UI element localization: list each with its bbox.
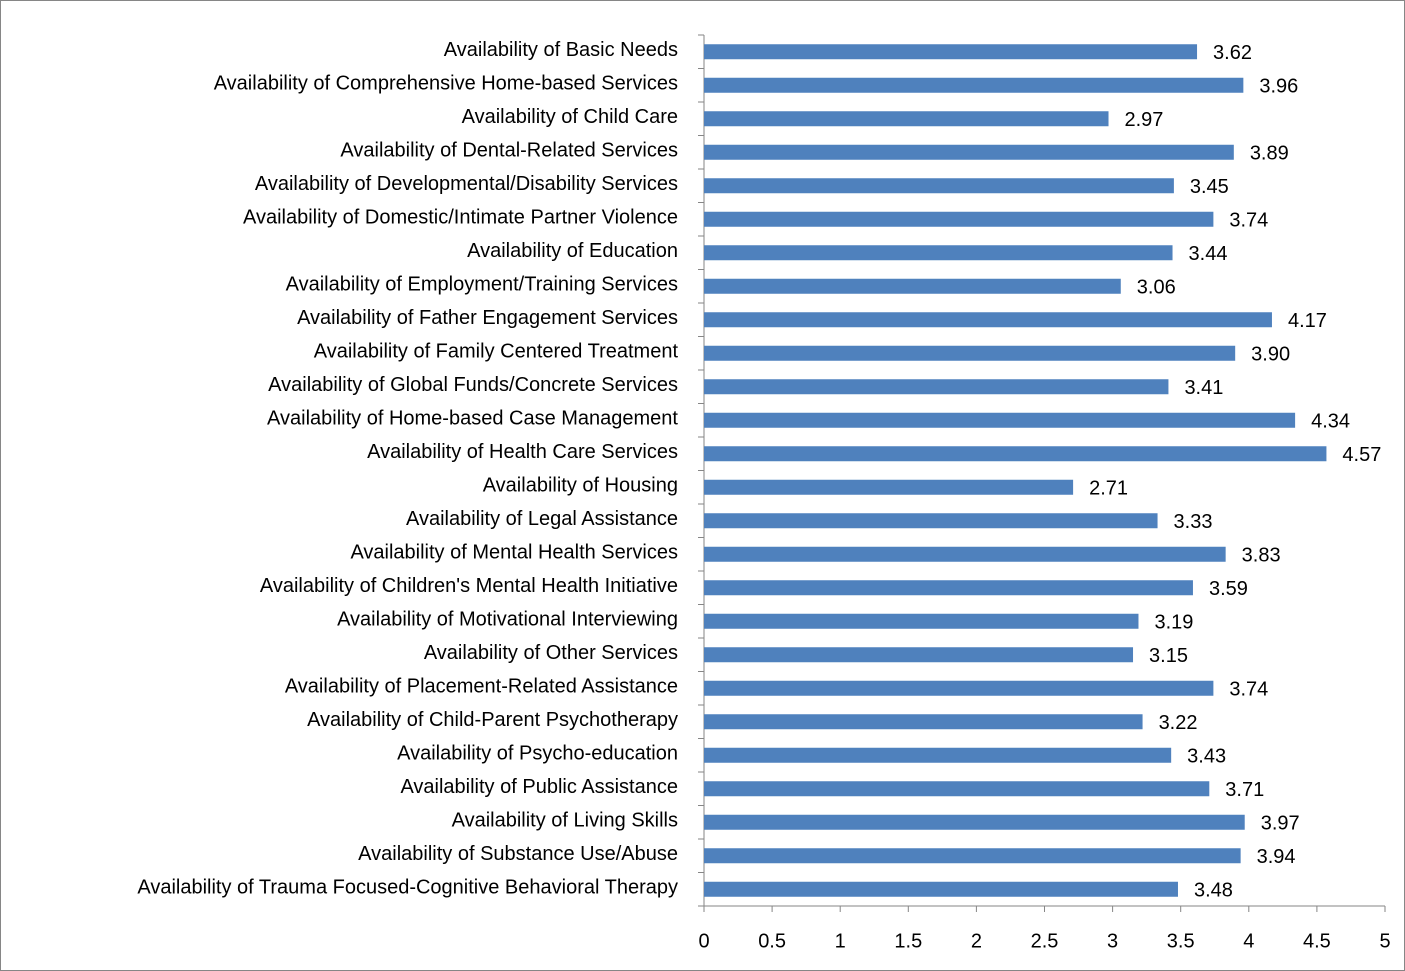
y-tick-label: Availability of Legal Assistance	[406, 508, 678, 530]
value-label: 3.90	[1251, 344, 1290, 366]
y-tick-label: Availability of Housing	[483, 475, 678, 497]
bar	[704, 312, 1272, 328]
bar	[704, 546, 1226, 562]
bar	[704, 479, 1074, 495]
value-label: 3.74	[1229, 679, 1268, 701]
y-tick-label: Availability of Child-Parent Psychothera…	[307, 709, 678, 731]
value-label: 3.89	[1250, 143, 1289, 165]
y-tick-label: Availability of Comprehensive Home-based…	[214, 73, 678, 95]
value-label: 3.83	[1242, 545, 1281, 567]
y-tick-label: Availability of Employment/Training Serv…	[286, 274, 678, 296]
value-label: 3.06	[1137, 277, 1176, 299]
y-tick-label: Availability of Trauma Focused-Cognitive…	[137, 877, 678, 899]
x-tick-label: 2.5	[1031, 930, 1059, 952]
value-label: 3.48	[1194, 880, 1233, 902]
y-tick-label: Availability of Mental Health Services	[350, 542, 678, 564]
value-label: 2.97	[1125, 109, 1164, 131]
y-tick-label: Availability of Developmental/Disability…	[255, 173, 678, 195]
value-label: 4.34	[1311, 411, 1350, 433]
value-label: 4.17	[1288, 310, 1327, 332]
value-label: 3.15	[1149, 645, 1188, 667]
bar	[704, 513, 1158, 529]
y-tick-label: Availability of Child Care	[462, 106, 678, 128]
x-tick-label: 0.5	[758, 930, 786, 952]
y-tick-label: Availability of Other Services	[424, 642, 678, 664]
bar	[704, 714, 1143, 730]
x-tick-label: 5	[1379, 930, 1390, 952]
bar	[704, 647, 1134, 663]
y-tick-label: Availability of Psycho-education	[397, 743, 678, 765]
x-tick-label: 3.5	[1167, 930, 1195, 952]
bar	[704, 44, 1198, 60]
x-tick-label: 1.5	[894, 930, 922, 952]
value-label: 3.19	[1154, 612, 1193, 634]
value-label: 4.57	[1342, 444, 1381, 466]
value-label: 2.71	[1089, 478, 1128, 500]
x-tick-label: 1	[835, 930, 846, 952]
bar	[704, 881, 1178, 897]
value-label: 3.71	[1225, 779, 1264, 801]
bar	[704, 211, 1214, 227]
bar	[704, 613, 1139, 629]
y-tick-label: Availability of Substance Use/Abuse	[358, 843, 678, 865]
x-tick-label: 4.5	[1303, 930, 1331, 952]
bar	[704, 446, 1327, 462]
bar	[704, 580, 1193, 596]
y-tick-label: Availability of Domestic/Intimate Partne…	[243, 207, 678, 229]
y-tick-label: Availability of Family Centered Treatmen…	[314, 341, 679, 363]
bar	[704, 245, 1173, 261]
value-label: 3.45	[1190, 176, 1229, 198]
value-label: 3.97	[1261, 813, 1300, 835]
y-tick-label: Availability of Children's Mental Health…	[260, 575, 678, 597]
y-tick-label: Availability of Father Engagement Servic…	[297, 307, 678, 329]
value-label: 3.41	[1184, 377, 1223, 399]
value-label: 3.59	[1209, 578, 1248, 600]
bar	[704, 379, 1169, 395]
bar	[704, 144, 1234, 160]
x-tick-label: 2	[971, 930, 982, 952]
value-label: 3.62	[1213, 42, 1252, 64]
y-tick-label: Availability of Dental-Related Services	[340, 140, 678, 162]
y-tick-label: Availability of Basic Needs	[444, 39, 678, 61]
bar	[704, 77, 1244, 93]
value-label: 3.96	[1259, 76, 1298, 98]
bar	[704, 848, 1241, 864]
bar	[704, 278, 1121, 294]
bar	[704, 178, 1174, 194]
x-tick-label: 4	[1243, 930, 1254, 952]
y-tick-label: Availability of Education	[467, 240, 678, 262]
bar	[704, 814, 1245, 830]
x-tick-label: 3	[1107, 930, 1118, 952]
bar	[704, 781, 1210, 797]
y-tick-label: Availability of Health Care Services	[367, 441, 678, 463]
value-label: 3.94	[1257, 846, 1296, 868]
y-tick-label: Availability of Placement-Related Assist…	[285, 676, 678, 698]
value-label: 3.22	[1159, 712, 1198, 734]
y-tick-label: Availability of Public Assistance	[400, 776, 678, 798]
bar	[704, 412, 1296, 428]
bar	[704, 680, 1214, 696]
y-tick-label: Availability of Living Skills	[452, 810, 678, 832]
bar	[704, 111, 1109, 127]
y-tick-label: Availability of Home-based Case Manageme…	[267, 408, 678, 430]
value-label: 3.33	[1174, 511, 1213, 533]
y-tick-label: Availability of Global Funds/Concrete Se…	[268, 374, 678, 396]
y-tick-label: Availability of Motivational Interviewin…	[337, 609, 678, 631]
bar	[704, 747, 1172, 763]
value-label: 3.44	[1189, 243, 1228, 265]
bar	[704, 345, 1236, 361]
value-label: 3.43	[1187, 746, 1226, 768]
x-tick-label: 0	[698, 930, 709, 952]
value-label: 3.74	[1229, 210, 1268, 232]
